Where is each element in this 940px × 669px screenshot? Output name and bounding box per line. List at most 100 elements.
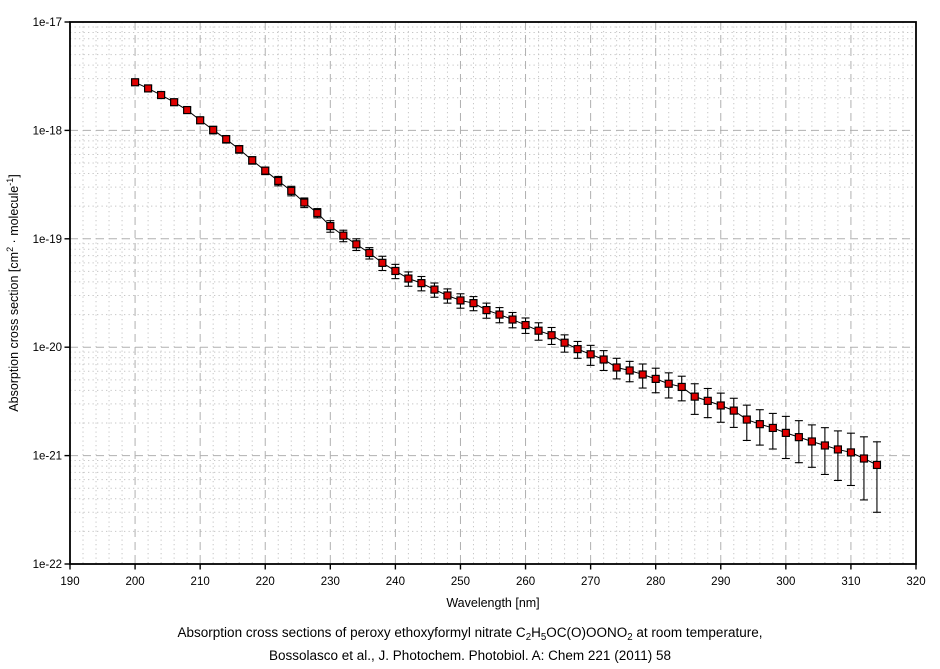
data-point bbox=[469, 299, 478, 308]
data-point bbox=[130, 78, 140, 87]
data-point bbox=[586, 350, 595, 359]
data-point bbox=[482, 305, 491, 315]
data-point bbox=[612, 363, 621, 372]
grid-minor bbox=[70, 22, 916, 564]
data-point bbox=[183, 105, 192, 115]
data-point bbox=[534, 326, 543, 335]
data-point bbox=[664, 379, 673, 388]
data-point bbox=[495, 310, 504, 319]
text-run: at room temperature, bbox=[632, 625, 763, 640]
data-point bbox=[170, 98, 179, 107]
data-point bbox=[508, 315, 517, 324]
data-point bbox=[196, 116, 205, 125]
data-point bbox=[560, 338, 569, 347]
x-tick-label: 290 bbox=[711, 576, 730, 588]
data-point bbox=[521, 320, 530, 330]
caption-line-2: Bossolasco et al., J. Photochem. Photobi… bbox=[269, 648, 671, 663]
data-point bbox=[768, 423, 777, 433]
tick-labels: 190 200 210 220 230 240 250 260 270 280 290 300 310 3… bbox=[33, 17, 926, 588]
data-point bbox=[391, 266, 400, 276]
caption-line-1: Absorption cross sections of peroxy etho… bbox=[0, 625, 940, 644]
y-tick-label: 1e-21 bbox=[33, 451, 62, 463]
data-point bbox=[235, 145, 244, 154]
data-point bbox=[599, 355, 608, 364]
x-tick-label: 280 bbox=[646, 576, 665, 588]
y-tick-label: 1e-20 bbox=[33, 342, 62, 354]
axis-ticks bbox=[64, 21, 917, 570]
data-point bbox=[378, 258, 387, 267]
text-run: H bbox=[531, 625, 541, 640]
series-line bbox=[134, 81, 878, 466]
text-run: Absorption cross sections of peroxy etho… bbox=[177, 625, 526, 640]
x-tick-label: 270 bbox=[581, 576, 600, 588]
data-point bbox=[820, 441, 829, 450]
x-tick-label: 220 bbox=[256, 576, 275, 588]
data-point bbox=[625, 366, 634, 375]
data-point bbox=[326, 221, 335, 231]
data-point bbox=[456, 296, 465, 305]
data-point bbox=[651, 374, 660, 383]
x-tick-label: 310 bbox=[841, 576, 860, 588]
data-point bbox=[833, 445, 843, 454]
data-point bbox=[365, 248, 374, 258]
data-point bbox=[547, 331, 556, 340]
subscript: 2 bbox=[627, 632, 633, 644]
data-point bbox=[794, 433, 803, 442]
y-tick-label: 1e-19 bbox=[33, 234, 62, 246]
data-point bbox=[248, 156, 257, 165]
data-point bbox=[143, 84, 153, 93]
x-tick-label: 250 bbox=[451, 576, 470, 588]
data-point bbox=[807, 437, 816, 446]
data-point bbox=[716, 401, 725, 410]
data-point bbox=[261, 166, 270, 175]
data-point bbox=[287, 186, 296, 195]
data-point bbox=[404, 274, 413, 283]
data-point bbox=[742, 415, 751, 424]
data-point bbox=[703, 396, 712, 405]
data-point bbox=[157, 90, 166, 100]
x-tick-label: 240 bbox=[386, 576, 405, 588]
x-axis-label: Wavelength [nm] bbox=[446, 596, 540, 610]
data-point bbox=[339, 231, 348, 240]
data-point bbox=[846, 448, 856, 457]
data-point bbox=[417, 279, 426, 288]
data-point bbox=[300, 198, 309, 207]
x-tick-label: 190 bbox=[60, 576, 79, 588]
text-run: · molecule bbox=[7, 185, 21, 247]
data-point bbox=[313, 208, 322, 218]
data-point bbox=[690, 392, 699, 401]
x-tick-label: 230 bbox=[321, 576, 340, 588]
data-point bbox=[677, 382, 686, 392]
data-point bbox=[573, 345, 582, 354]
y-tick-label: 1e-17 bbox=[33, 17, 62, 29]
superscript: -1 bbox=[5, 177, 16, 186]
data-point bbox=[274, 176, 283, 186]
text-run: Absorption cross section [cm bbox=[7, 251, 21, 412]
data-point bbox=[352, 240, 361, 249]
data-points bbox=[130, 78, 882, 470]
x-tick-label: 300 bbox=[776, 576, 795, 588]
subscript: 5 bbox=[540, 632, 547, 644]
text-run: OC(O)OONO bbox=[546, 625, 628, 640]
data-point bbox=[859, 454, 869, 463]
x-tick-label: 210 bbox=[191, 576, 210, 588]
data-point bbox=[729, 406, 738, 415]
data-point bbox=[755, 420, 764, 429]
x-tick-label: 200 bbox=[125, 576, 144, 588]
y-axis-label: Absorption cross section [cm2 · molecule… bbox=[5, 174, 21, 412]
data-point bbox=[209, 125, 218, 135]
data-point bbox=[222, 135, 231, 144]
plot-frame bbox=[69, 21, 917, 565]
data-point bbox=[781, 428, 790, 437]
y-tick-label: 1e-18 bbox=[33, 125, 62, 137]
grid-major bbox=[70, 22, 916, 564]
x-tick-label: 320 bbox=[906, 576, 925, 588]
data-point bbox=[443, 291, 452, 300]
subscript: 2 bbox=[525, 632, 532, 644]
x-tick-label: 260 bbox=[516, 576, 535, 588]
data-point bbox=[638, 370, 647, 379]
y-tick-label: 1e-22 bbox=[33, 559, 62, 571]
superscript: 2 bbox=[5, 246, 16, 252]
